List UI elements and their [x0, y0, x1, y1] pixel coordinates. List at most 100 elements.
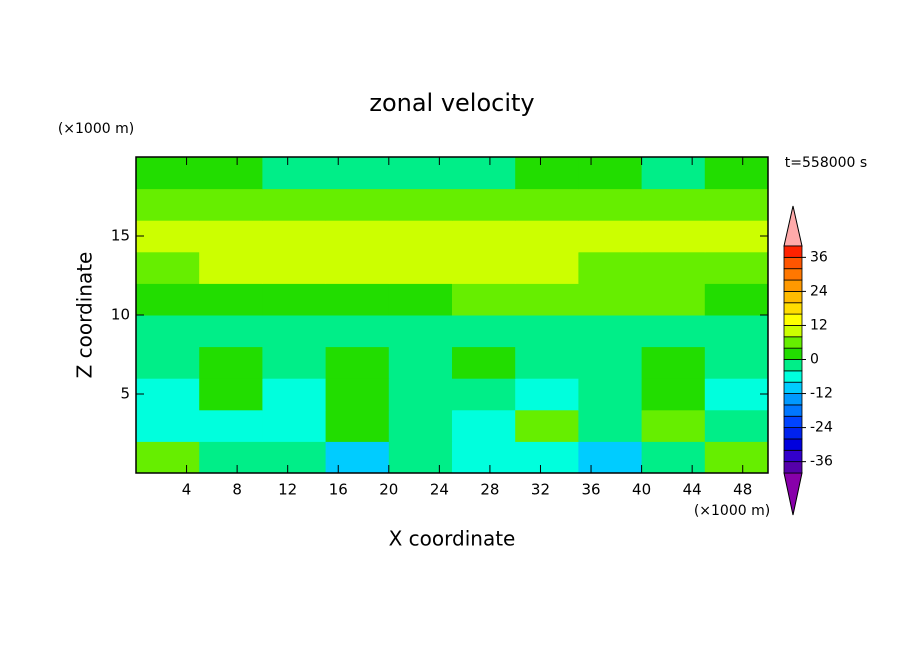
contour-cell	[199, 346, 263, 379]
contour-cell	[704, 283, 769, 316]
x-tick-label: 44	[683, 481, 702, 499]
contour-cell	[199, 409, 263, 442]
x-tick-label: 24	[430, 481, 449, 499]
colorbar-bin	[783, 438, 803, 451]
contour-cell	[515, 283, 579, 316]
contour-cell	[136, 315, 200, 348]
contour-cell	[136, 188, 200, 221]
contour-cell	[704, 315, 769, 348]
contour-cell	[199, 251, 263, 284]
contour-cell	[515, 188, 579, 221]
contour-cell	[452, 188, 516, 221]
contour-cell	[452, 251, 516, 284]
colorbar-under	[783, 472, 803, 516]
colorbar-bin	[783, 256, 803, 270]
contour-cell	[136, 409, 200, 442]
contour-cell	[136, 220, 200, 253]
colorbar-bin	[783, 245, 803, 258]
colorbar-bin	[783, 449, 803, 463]
x-tick-label: 8	[232, 481, 242, 499]
contour-cell	[199, 441, 263, 474]
colorbar-bin	[783, 290, 803, 304]
contour-cell	[578, 441, 643, 474]
contour-cell	[452, 346, 516, 379]
contour-cell	[641, 441, 706, 474]
contour-cell	[199, 188, 263, 221]
contour-cell	[136, 346, 200, 379]
colorbar-bin	[783, 336, 803, 349]
contour-cell	[515, 251, 579, 284]
colorbar-bin	[783, 325, 803, 338]
contour-cell	[325, 409, 390, 442]
contour-cell	[704, 251, 769, 284]
contour-cell	[325, 283, 390, 316]
contour-cell	[325, 251, 390, 284]
colorbar-bin	[783, 393, 803, 406]
contour-cell	[136, 157, 200, 190]
contour-cell	[641, 409, 706, 442]
x-tick-label: 48	[733, 481, 752, 499]
colorbar-tick-label: 36	[810, 249, 828, 265]
x-tick-label: 36	[581, 481, 600, 499]
contour-cell	[262, 251, 327, 284]
contour-cell	[515, 157, 579, 190]
contour-cell	[136, 251, 200, 284]
contour-cell	[325, 188, 390, 221]
time-label: t=558000 s	[785, 155, 867, 171]
y-tick-label: 15	[111, 227, 130, 245]
contour-cell	[325, 378, 390, 411]
colorbar-tick-label: -12	[810, 386, 833, 402]
colorbar-bin	[783, 359, 803, 372]
colorbar-tick-label: 24	[810, 283, 828, 299]
contour-cell	[388, 251, 453, 284]
contour-cell	[325, 441, 390, 474]
x-tick-label: 40	[632, 481, 651, 499]
colorbar-tick-label: 12	[810, 317, 828, 333]
contour-cell	[388, 220, 453, 253]
contour-cell	[641, 378, 706, 411]
contour-cell	[388, 441, 453, 474]
contour-cell	[325, 157, 390, 190]
contour-cell	[452, 441, 516, 474]
contour-cell	[388, 188, 453, 221]
colorbar-bin	[783, 302, 803, 315]
contour-cell	[515, 441, 579, 474]
contour-cell	[325, 315, 390, 348]
contour-cell	[262, 409, 327, 442]
contour-cell	[388, 283, 453, 316]
chart-title: zonal velocity	[369, 89, 534, 117]
field	[136, 157, 769, 474]
contour-cell	[578, 220, 643, 253]
contour-cell	[641, 188, 706, 221]
contour-cell	[262, 315, 327, 348]
contour-cell	[578, 157, 643, 190]
contour-cell	[515, 220, 579, 253]
colorbar-bin	[783, 404, 803, 417]
colorbar-tick-label: -36	[810, 454, 833, 470]
contour-cell	[388, 315, 453, 348]
contour-cell	[515, 346, 579, 379]
contour-cell	[199, 283, 263, 316]
contour-cell	[262, 378, 327, 411]
contour-cell	[388, 409, 453, 442]
contour-cell	[641, 157, 706, 190]
contour-cell	[578, 283, 643, 316]
x-tick-label: 4	[182, 481, 192, 499]
colorbar-bin	[783, 427, 803, 440]
colorbar-tick-label: -24	[810, 420, 833, 436]
x-tick-label: 20	[379, 481, 398, 499]
contour-cell	[452, 220, 516, 253]
contour-cell	[641, 220, 706, 253]
contour-cell	[136, 441, 200, 474]
contour-cell	[641, 283, 706, 316]
contour-cell	[641, 251, 706, 284]
colorbar-over	[783, 205, 803, 247]
contour-cell	[199, 157, 263, 190]
contour-cell	[262, 441, 327, 474]
contour-cell	[641, 346, 706, 379]
colorbar-tick-label: 0	[810, 352, 819, 368]
contour-cell	[578, 409, 643, 442]
colorbar-bin	[783, 313, 803, 326]
contour-cell	[704, 157, 769, 190]
